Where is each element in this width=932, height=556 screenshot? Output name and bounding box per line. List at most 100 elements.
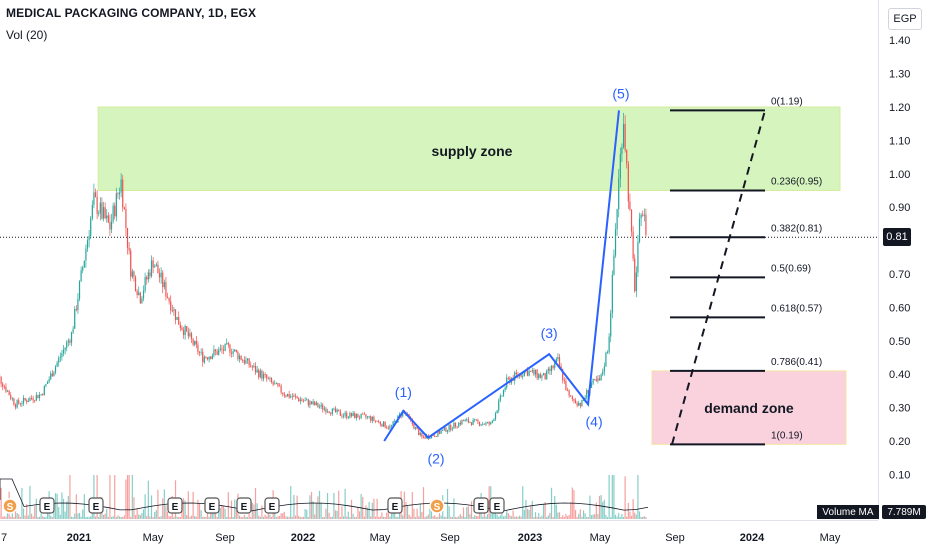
volume-bar — [146, 516, 147, 519]
volume-ma-value: 7.789M — [882, 505, 926, 519]
candle-body — [308, 399, 309, 405]
volume-bar — [260, 517, 261, 519]
candle-body — [151, 260, 152, 276]
volume-bar — [217, 517, 218, 519]
candle-body — [545, 373, 546, 379]
candle-body — [557, 357, 558, 359]
candle-body — [15, 405, 16, 408]
candle-body — [273, 382, 274, 384]
candle-body — [473, 420, 474, 425]
volume-bar — [553, 517, 554, 519]
candle-body — [617, 209, 618, 229]
candle-body — [39, 395, 40, 399]
volume-indicator-label[interactable]: Vol (20) — [6, 28, 47, 42]
volume-bar — [505, 516, 506, 519]
volume-bar — [461, 516, 462, 519]
volume-bar — [394, 513, 395, 519]
candle-body — [196, 341, 197, 345]
volume-bar — [121, 517, 122, 519]
candle-body — [434, 436, 435, 437]
volume-bar — [209, 517, 210, 519]
volume-bar — [601, 495, 602, 519]
symbol-title[interactable]: MEDICAL PACKAGING COMPANY, 1D, EGX — [6, 6, 256, 20]
volume-bar — [180, 517, 181, 519]
candle-body — [290, 396, 291, 397]
volume-bar — [165, 505, 166, 519]
volume-bar — [436, 517, 437, 519]
event-marker-letter: S — [7, 502, 14, 513]
event-marker-letter: E — [494, 502, 501, 513]
volume-bar — [57, 494, 58, 519]
volume-bar — [525, 500, 526, 519]
price-tick-label: 0.40 — [889, 369, 910, 381]
candle-body — [343, 416, 344, 417]
volume-bar — [386, 513, 387, 519]
fib-level-label: 0.5(0.69) — [771, 263, 811, 274]
volume-bar — [313, 501, 314, 519]
candle-body — [620, 154, 621, 179]
candle-body — [66, 342, 67, 348]
candle-body — [356, 414, 357, 418]
volume-bar — [644, 516, 645, 519]
volume-bar — [506, 510, 507, 519]
candle-body — [157, 265, 158, 274]
volume-bar — [562, 515, 563, 519]
volume-bar — [221, 505, 222, 519]
candle-body — [474, 419, 475, 420]
candle-body — [609, 337, 610, 353]
volume-bar — [365, 505, 366, 519]
candle-body — [471, 422, 472, 425]
currency-button[interactable]: EGP — [888, 8, 922, 30]
volume-bar — [327, 493, 328, 519]
candle-body — [567, 390, 568, 391]
volume-bar — [220, 508, 221, 519]
volume-bar — [517, 517, 518, 519]
candle-body — [281, 386, 282, 393]
volume-bar — [482, 517, 483, 519]
event-marker-letter: E — [478, 502, 485, 513]
candle-body — [447, 430, 448, 431]
candle-body — [295, 396, 296, 397]
time-tick-label: 2023 — [518, 532, 542, 544]
volume-bar — [119, 516, 120, 519]
candle-body — [613, 255, 614, 274]
candle-body — [621, 147, 622, 154]
candle-body — [109, 222, 110, 229]
candle-body — [639, 218, 640, 241]
candle-body — [482, 424, 483, 425]
candle-body — [354, 413, 355, 418]
volume-bar — [573, 490, 574, 519]
candle-body — [425, 437, 426, 438]
candle-body — [210, 357, 211, 359]
volume-bar — [314, 515, 315, 519]
volume-bar — [205, 517, 206, 519]
volume-bar — [244, 515, 245, 519]
volume-bar — [103, 515, 104, 519]
volume-bar — [583, 510, 584, 519]
volume-bar — [285, 516, 286, 519]
volume-bar — [357, 507, 358, 519]
fib-level-label: 0.382(0.81) — [771, 223, 822, 234]
volume-bar — [279, 516, 280, 519]
candle-body — [17, 400, 18, 407]
candle-body — [13, 398, 14, 404]
candle-body — [420, 433, 421, 435]
volume-bar — [151, 495, 152, 519]
candle-body — [314, 402, 315, 406]
volume-bar — [2, 517, 3, 519]
volume-bar — [173, 517, 174, 519]
price-scale[interactable]: 1.401.301.201.101.000.900.800.700.600.50… — [878, 0, 932, 520]
candle-body — [498, 401, 499, 411]
time-tick-label: 7 — [1, 532, 7, 544]
candle-body — [529, 371, 530, 376]
volume-bar — [69, 475, 70, 519]
volume-bar — [68, 496, 69, 519]
volume-bar — [585, 513, 586, 519]
volume-bar — [31, 514, 32, 519]
candle-body — [535, 370, 536, 375]
candle-body — [36, 395, 37, 401]
volume-bar — [297, 496, 298, 519]
